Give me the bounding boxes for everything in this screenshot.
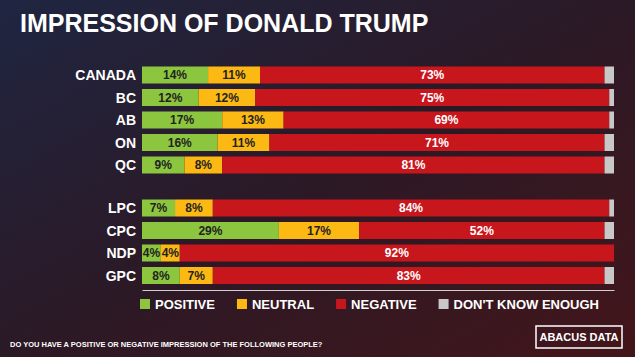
bar-segment	[605, 66, 614, 83]
bar-segment	[222, 111, 283, 128]
legend-label: NEUTRAL	[252, 297, 314, 312]
bar-segment	[269, 134, 604, 151]
logo-text: ABACUS DATA	[539, 331, 618, 343]
data-label: 14%	[163, 68, 187, 82]
title: IMPRESSION OF DONALD TRUMP	[20, 9, 428, 37]
data-label: 12%	[158, 91, 182, 105]
bar-segment	[199, 89, 256, 106]
data-labels: 14%12%17%16%9%7%29%4%8%11%12%13%11%8%8%1…	[143, 68, 494, 283]
bar-segment	[609, 111, 614, 128]
data-label: 81%	[401, 158, 425, 172]
bar-segment	[284, 111, 610, 128]
x-axis-line	[143, 290, 615, 291]
data-label: 92%	[385, 246, 409, 260]
category-label: CANADA	[75, 67, 136, 83]
legend-swatch	[140, 299, 150, 309]
legend-swatch	[336, 299, 346, 309]
data-label: 17%	[170, 113, 194, 127]
x-axis	[143, 290, 615, 291]
data-label: 11%	[222, 68, 246, 82]
data-label: 69%	[434, 113, 458, 127]
bar-segment	[260, 66, 605, 83]
data-label: 8%	[185, 201, 203, 215]
legend-label: POSITIVE	[155, 297, 215, 312]
category-label: BC	[116, 90, 136, 106]
category-label: CPC	[106, 223, 136, 239]
legend-label: DON'T KNOW ENOUGH	[454, 297, 599, 312]
bar-segment	[213, 199, 609, 216]
category-label: NDP	[106, 245, 136, 261]
bar-segment	[609, 199, 614, 216]
bar-segment	[175, 199, 213, 216]
bar-segment	[142, 134, 218, 151]
data-label: 17%	[307, 224, 331, 238]
bar-segment	[218, 134, 270, 151]
bar-segment	[142, 111, 222, 128]
data-label: 73%	[420, 68, 444, 82]
bar-segment	[180, 267, 213, 284]
category-label: AB	[116, 112, 136, 128]
bar-segment	[161, 244, 180, 261]
bar-segment	[605, 156, 614, 173]
bars	[142, 66, 614, 284]
data-label: 9%	[155, 158, 173, 172]
data-label: 75%	[420, 91, 444, 105]
data-label: 4%	[143, 246, 161, 260]
data-label: 8%	[195, 158, 213, 172]
data-label: 13%	[241, 113, 265, 127]
category-label: LPC	[108, 200, 136, 216]
category-label: QC	[115, 157, 136, 173]
background	[0, 0, 635, 357]
logo-box	[536, 326, 622, 348]
bar-segment	[142, 222, 279, 239]
data-label: 7%	[188, 269, 206, 283]
bar-segment	[213, 267, 605, 284]
bar-segment	[359, 222, 604, 239]
bar-segment	[142, 199, 175, 216]
bar-segment	[142, 156, 184, 173]
legend-swatch	[439, 299, 449, 309]
data-label: 83%	[397, 269, 421, 283]
bar-segment	[609, 89, 614, 106]
bar-segment	[142, 66, 208, 83]
question-note: DO YOU HAVE A POSITIVE OR NEGATIVE IMPRE…	[10, 340, 323, 349]
bar-segment	[184, 156, 222, 173]
data-label: 16%	[168, 136, 192, 150]
data-label: 12%	[215, 91, 239, 105]
bar-segment	[605, 222, 614, 239]
bar-segment	[142, 89, 199, 106]
bar-segment	[142, 244, 161, 261]
data-label: 52%	[470, 224, 494, 238]
y-axis: CANADA BC AB ON QC LPC CPC NDP GPC	[75, 67, 136, 284]
category-label: GPC	[106, 268, 136, 284]
data-label: 4%	[162, 246, 180, 260]
bar-segment	[208, 66, 260, 83]
background-shade	[0, 0, 635, 357]
data-label: 84%	[399, 201, 423, 215]
bar-segment	[142, 267, 180, 284]
data-label: 29%	[198, 224, 222, 238]
bar-segment	[222, 156, 604, 173]
data-label: 11%	[232, 136, 256, 150]
data-label: 8%	[152, 269, 170, 283]
bar-segment	[605, 267, 614, 284]
data-label: 71%	[425, 136, 449, 150]
legend-label: NEGATIVE	[351, 297, 417, 312]
bar-segment	[614, 244, 615, 261]
bar-segment	[279, 222, 359, 239]
chart: IMPRESSION OF DONALD TRUMP 14% 12% 17% 16% 9%…	[0, 0, 635, 357]
bar-segment	[255, 89, 609, 106]
category-label: ON	[115, 135, 136, 151]
legend-swatch	[237, 299, 247, 309]
data-label: 7%	[150, 201, 168, 215]
bar-segment	[605, 134, 614, 151]
bar-segment	[180, 244, 614, 261]
legend: POSITIVE NEUTRAL NEGATIVE DON'T KNOW ENOUGH	[140, 297, 599, 312]
